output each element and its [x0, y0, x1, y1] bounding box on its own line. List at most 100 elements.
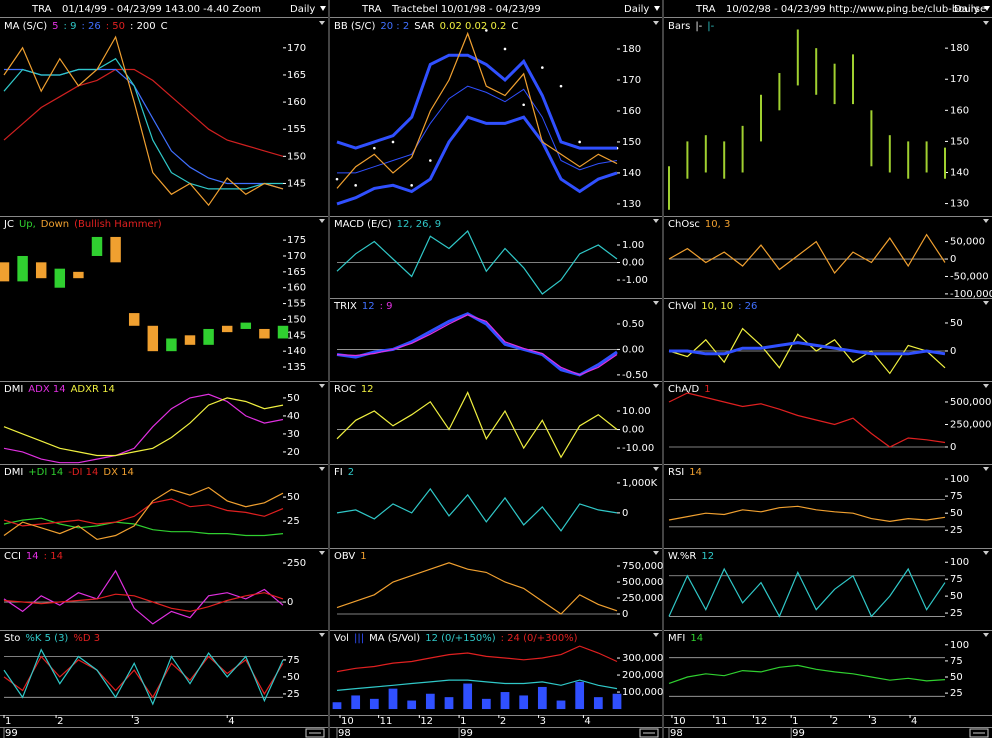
- y-tick-label: 150: [287, 151, 306, 162]
- panel-menu[interactable]: [653, 384, 659, 388]
- y-tick-label: 300,000: [622, 653, 663, 664]
- y-tick-label: 0: [950, 346, 956, 357]
- indicator-label: ChOsc: [668, 219, 700, 230]
- volume-bar: [407, 700, 417, 710]
- indicator-label: %K 5 (3): [25, 633, 68, 644]
- panel-menu[interactable]: [319, 21, 325, 25]
- indicator-line: [3, 397, 284, 457]
- panel-menu[interactable]: [653, 219, 659, 223]
- y-tick-label: 170: [950, 74, 969, 85]
- indicator-label: Down: [41, 219, 69, 230]
- panel-menu[interactable]: [983, 633, 989, 637]
- panel-menu[interactable]: [319, 467, 325, 471]
- y-tick-label: 0.00: [622, 344, 644, 355]
- scroll-button[interactable]: [969, 728, 989, 738]
- y-tick-label: 145: [287, 178, 306, 189]
- panel-menu[interactable]: [983, 467, 989, 471]
- x-tick-label: 4: [228, 716, 234, 727]
- x-tick-label: 10: [673, 716, 686, 727]
- x-tick-label: 12: [754, 716, 767, 727]
- period-selector[interactable]: Daily: [954, 4, 979, 15]
- y-tick-label: 160: [287, 283, 306, 294]
- indicator-line: [336, 645, 618, 673]
- candle: [35, 262, 47, 279]
- x-tick-label: 2: [57, 716, 63, 727]
- panel-menu[interactable]: [983, 21, 989, 25]
- volume-bar: [481, 698, 491, 710]
- y-tick-label: 30: [287, 429, 300, 440]
- year-label: 99: [5, 728, 18, 738]
- y-tick-label: 150: [622, 137, 641, 148]
- indicator-label: 1: [704, 384, 710, 395]
- y-tick-label: 160: [622, 106, 641, 117]
- indicator-label: 12: [701, 551, 714, 562]
- y-tick-label: 50: [950, 508, 963, 519]
- panel-menu[interactable]: [319, 384, 325, 388]
- y-tick-label: -100,000: [950, 289, 992, 300]
- y-tick-label: 0: [287, 597, 293, 608]
- y-tick-label: 140: [950, 167, 969, 178]
- x-tick-label: 2: [500, 716, 506, 727]
- indicator-label: MACD (E/C): [334, 219, 392, 230]
- y-tick-label: 175: [287, 235, 306, 246]
- scroll-button[interactable]: [305, 728, 325, 738]
- indicator-line: [336, 562, 618, 615]
- y-tick-label: 0.00: [622, 258, 644, 269]
- y-tick-label: 25: [950, 525, 963, 536]
- indicator-label: 10, 10: [701, 301, 733, 312]
- x-tick-label: 1: [792, 716, 798, 727]
- dropdown-arrow[interactable]: [984, 6, 990, 11]
- indicator-label: Vol: [334, 633, 349, 644]
- y-tick-label: 135: [287, 362, 306, 373]
- y-tick-label: 155: [287, 299, 306, 310]
- panel-menu[interactable]: [983, 551, 989, 555]
- x-tick-label: 11: [715, 716, 728, 727]
- y-tick-label: 500,000: [622, 577, 663, 588]
- dropdown-arrow[interactable]: [320, 6, 326, 11]
- indicator-label: OBV: [334, 551, 355, 562]
- indicator-line: [3, 592, 284, 613]
- panel-menu[interactable]: [653, 551, 659, 555]
- y-tick-label: 25: [950, 688, 963, 699]
- candle: [73, 271, 84, 279]
- panel-menu[interactable]: [319, 219, 325, 223]
- x-tick-label: 4: [584, 716, 590, 727]
- y-tick-label: 75: [287, 655, 300, 666]
- period-selector[interactable]: Daily: [290, 4, 315, 15]
- panel-menu[interactable]: [653, 21, 659, 25]
- indicator-line: [3, 68, 284, 157]
- y-tick-label: 200,000: [622, 670, 663, 681]
- x-tick-label: 2: [832, 716, 838, 727]
- candle: [240, 322, 252, 329]
- panel-menu[interactable]: [983, 384, 989, 388]
- y-tick-label: 750,000: [622, 561, 663, 572]
- x-tick-label: 3: [540, 716, 546, 727]
- volume-bar: [369, 698, 379, 710]
- scroll-button[interactable]: [639, 728, 659, 738]
- indicator-label: SAR: [414, 21, 434, 32]
- sar-dot: [429, 159, 432, 162]
- indicator-label: 12: [361, 384, 374, 395]
- indicator-line: [3, 35, 284, 207]
- indicator-label: BB (S/C): [334, 21, 376, 32]
- candle: [277, 325, 289, 339]
- indicator-label: : 9: [380, 301, 393, 312]
- panel-menu[interactable]: [653, 467, 659, 471]
- panel-menu[interactable]: [653, 301, 659, 305]
- indicator-line: [669, 341, 946, 356]
- year-label: 98: [338, 728, 351, 738]
- period-selector[interactable]: Daily: [624, 4, 649, 15]
- panel-menu[interactable]: [983, 301, 989, 305]
- panel-menu[interactable]: [319, 633, 325, 637]
- dropdown-arrow[interactable]: [654, 6, 660, 11]
- indicator-label: ADXR 14: [71, 384, 115, 395]
- y-tick-label: 130: [950, 199, 969, 210]
- volume-bar: [351, 695, 361, 710]
- volume-bar: [593, 697, 603, 710]
- panel-menu[interactable]: [319, 551, 325, 555]
- y-tick-label: 165: [287, 70, 306, 81]
- panel-menu[interactable]: [983, 219, 989, 223]
- y-tick-label: 50: [950, 591, 963, 602]
- panel-menu[interactable]: [653, 633, 659, 637]
